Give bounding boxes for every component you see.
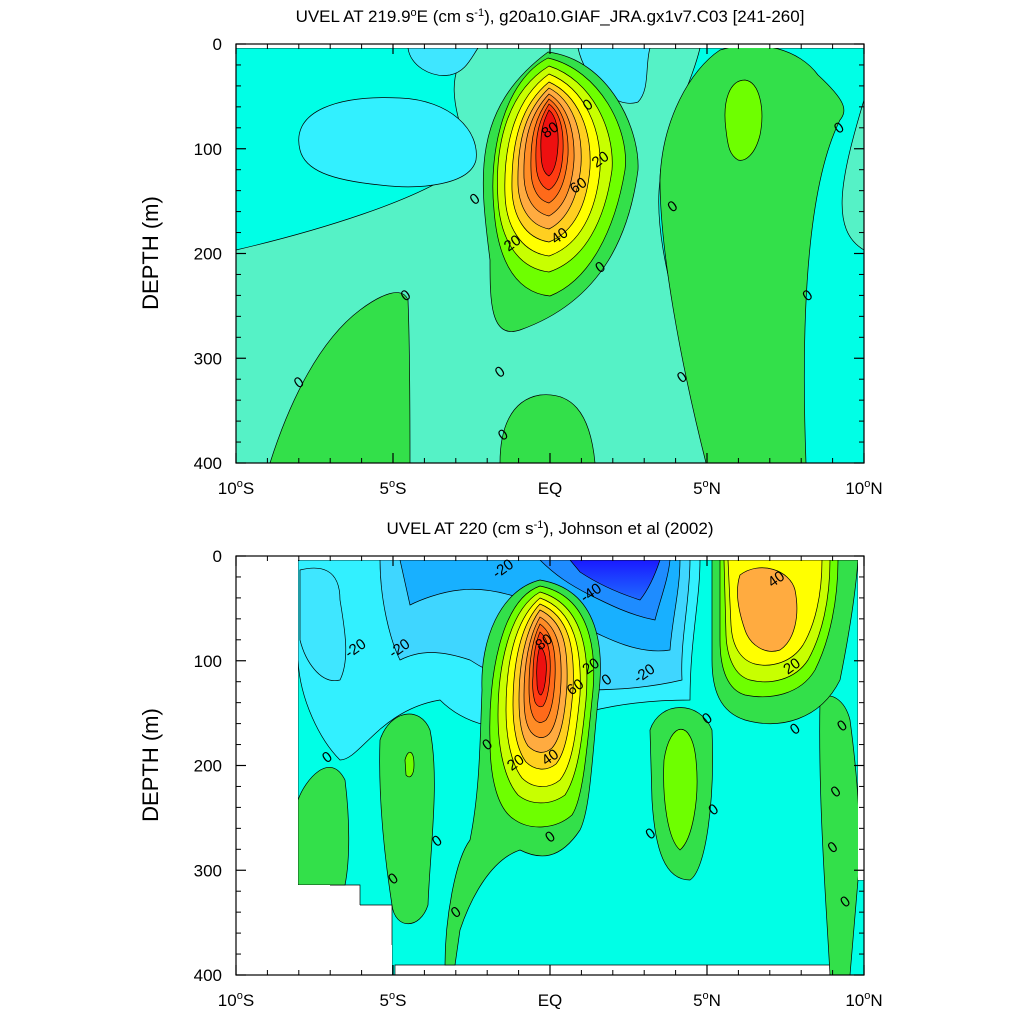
ytick-label: 400 (194, 966, 222, 985)
contour-label: 80 (539, 119, 562, 142)
euc-b-level-90 (536, 645, 547, 696)
xtick-label: 5oS (380, 990, 407, 1010)
nodata-right (858, 556, 864, 880)
euc-level-90 (540, 109, 559, 177)
ytick-label: 200 (194, 757, 222, 776)
nodata-left (236, 556, 392, 975)
fill-cyan-hole (298, 97, 477, 188)
nodata-bottom (405, 968, 455, 975)
contour-label: 40 (539, 746, 562, 769)
ytick-label: 300 (194, 349, 222, 368)
contour-label: 20 (579, 655, 602, 678)
contour-label: 20 (504, 751, 527, 774)
xtick-label: 10oS (218, 990, 254, 1010)
xtick-label: EQ (538, 991, 563, 1010)
necc-level-40 (737, 567, 798, 652)
contour-label: 20 (589, 148, 612, 171)
contour-label: 60 (564, 676, 587, 699)
panel-top-ylabel: DEPTH (m) (138, 196, 163, 310)
ytick-label: 200 (194, 245, 222, 264)
contour-label: 80 (532, 631, 555, 654)
panel-bottom: UVEL AT 220 (cm s-1), Johnson et al (200… (138, 519, 883, 1010)
neg-band-50 (569, 559, 661, 601)
contour-label: 40 (548, 224, 571, 247)
xtick-label: 5oN (693, 990, 721, 1010)
pos-lime-mid-left (404, 752, 415, 778)
xtick-label: 10oS (218, 478, 254, 498)
contour-label: 40 (765, 568, 788, 591)
xtick-label: 10oN (845, 990, 882, 1010)
fill-green-left-bottom (269, 292, 411, 463)
xtick-label: EQ (538, 479, 563, 498)
ytick-label: 400 (194, 454, 222, 473)
xtick-label: 5oN (693, 478, 721, 498)
ytick-label: 100 (194, 652, 222, 671)
xtick-label: 5oS (380, 478, 407, 498)
fill-green-bottom-eq (499, 394, 596, 463)
panel-top-title: UVEL AT 219.9oE (cm s-1), g20a10.GIAF_JR… (296, 7, 805, 26)
ytick-label: 0 (213, 35, 222, 54)
fill-lime-right (724, 79, 763, 161)
neg-left-cyan (299, 567, 347, 681)
pos-lime-mid-right (663, 729, 698, 851)
ytick-label: 100 (194, 140, 222, 159)
panel-bottom-title: UVEL AT 220 (cm s-1), Johnson et al (200… (387, 519, 714, 538)
pos-green-left (297, 766, 350, 886)
ytick-label: 0 (213, 547, 222, 566)
pos-green-mid-left (379, 713, 435, 924)
contour-label: 20 (501, 232, 524, 255)
contour-label: 60 (567, 174, 590, 197)
panel-top-ticks: 0 100 200 300 400 10oS 5oS EQ 5oN 10oN (194, 35, 883, 498)
xtick-label: 10oN (845, 478, 882, 498)
panel-bottom-ylabel: DEPTH (m) (138, 708, 163, 822)
panel-bottom-ticks: 0 100 200 300 400 10oS 5oS EQ 5oN 10oN (194, 547, 883, 1010)
fill-cyan-top1 (407, 47, 479, 76)
panel-top: UVEL AT 219.9oE (cm s-1), g20a10.GIAF_JR… (138, 7, 883, 498)
contour-label: 20 (780, 655, 803, 678)
ytick-label: 300 (194, 861, 222, 880)
